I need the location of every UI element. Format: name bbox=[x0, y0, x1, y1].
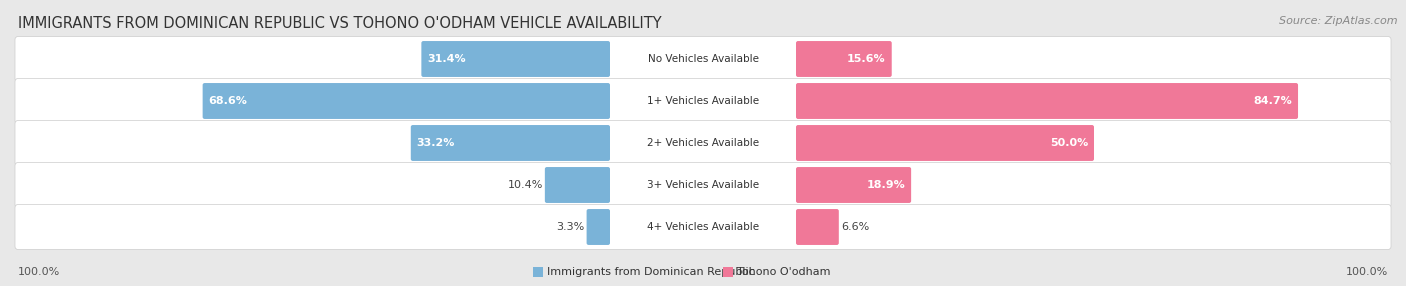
Text: IMMIGRANTS FROM DOMINICAN REPUBLIC VS TOHONO O'ODHAM VEHICLE AVAILABILITY: IMMIGRANTS FROM DOMINICAN REPUBLIC VS TO… bbox=[18, 16, 662, 31]
Text: 31.4%: 31.4% bbox=[427, 54, 465, 64]
Text: 15.6%: 15.6% bbox=[846, 54, 886, 64]
Text: 3+ Vehicles Available: 3+ Vehicles Available bbox=[647, 180, 759, 190]
Text: 18.9%: 18.9% bbox=[866, 180, 905, 190]
Text: 84.7%: 84.7% bbox=[1253, 96, 1292, 106]
FancyBboxPatch shape bbox=[796, 209, 839, 245]
FancyBboxPatch shape bbox=[15, 120, 1391, 166]
Text: 100.0%: 100.0% bbox=[1346, 267, 1388, 277]
FancyBboxPatch shape bbox=[15, 204, 1391, 249]
Text: No Vehicles Available: No Vehicles Available bbox=[648, 54, 758, 64]
Text: Tohono O'odham: Tohono O'odham bbox=[737, 267, 831, 277]
FancyBboxPatch shape bbox=[586, 209, 610, 245]
Text: 4+ Vehicles Available: 4+ Vehicles Available bbox=[647, 222, 759, 232]
Text: 100.0%: 100.0% bbox=[18, 267, 60, 277]
Text: 10.4%: 10.4% bbox=[508, 180, 543, 190]
FancyBboxPatch shape bbox=[546, 167, 610, 203]
Text: 6.6%: 6.6% bbox=[841, 222, 869, 232]
Text: 1+ Vehicles Available: 1+ Vehicles Available bbox=[647, 96, 759, 106]
FancyBboxPatch shape bbox=[422, 41, 610, 77]
FancyBboxPatch shape bbox=[796, 125, 1094, 161]
FancyBboxPatch shape bbox=[533, 267, 543, 277]
Text: 2+ Vehicles Available: 2+ Vehicles Available bbox=[647, 138, 759, 148]
Text: 3.3%: 3.3% bbox=[557, 222, 585, 232]
FancyBboxPatch shape bbox=[15, 37, 1391, 82]
FancyBboxPatch shape bbox=[202, 83, 610, 119]
Text: Source: ZipAtlas.com: Source: ZipAtlas.com bbox=[1279, 16, 1398, 26]
Text: Immigrants from Dominican Republic: Immigrants from Dominican Republic bbox=[547, 267, 755, 277]
FancyBboxPatch shape bbox=[796, 83, 1298, 119]
Text: 33.2%: 33.2% bbox=[416, 138, 456, 148]
FancyBboxPatch shape bbox=[15, 79, 1391, 124]
FancyBboxPatch shape bbox=[796, 41, 891, 77]
FancyBboxPatch shape bbox=[796, 167, 911, 203]
Text: 50.0%: 50.0% bbox=[1050, 138, 1088, 148]
FancyBboxPatch shape bbox=[411, 125, 610, 161]
Text: 68.6%: 68.6% bbox=[208, 96, 247, 106]
FancyBboxPatch shape bbox=[15, 162, 1391, 207]
FancyBboxPatch shape bbox=[723, 267, 733, 277]
